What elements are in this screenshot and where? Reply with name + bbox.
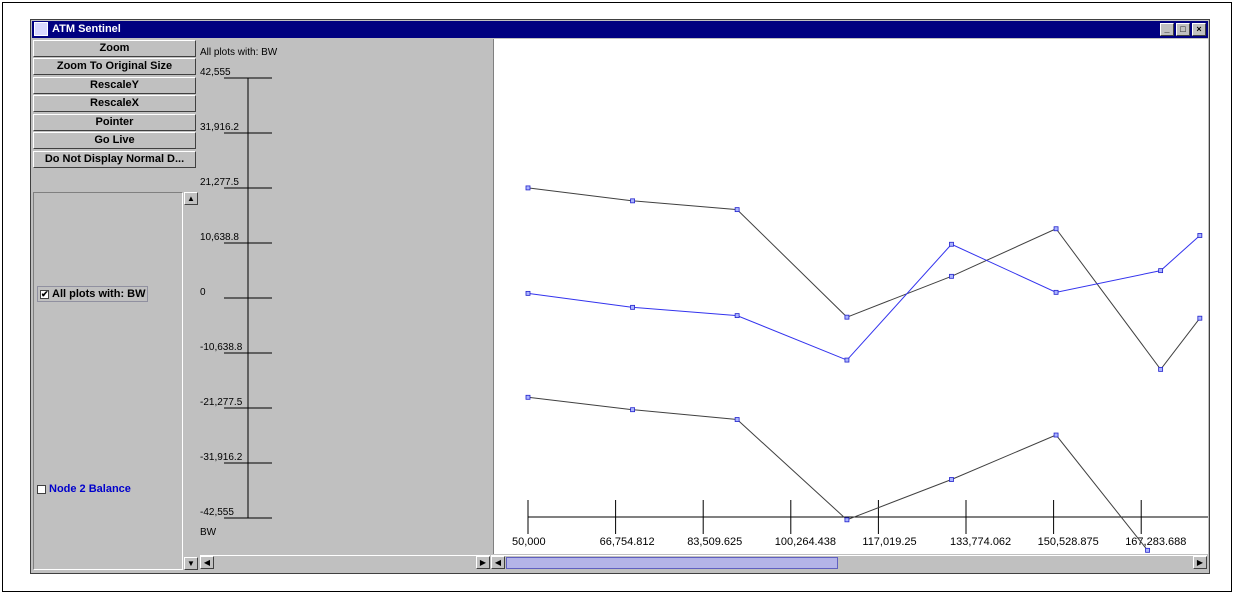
scroll-thumb[interactable]: [506, 557, 838, 569]
close-icon[interactable]: ×: [1192, 23, 1206, 36]
zoom-button[interactable]: Zoom: [33, 40, 196, 57]
data-point[interactable]: [1158, 268, 1164, 274]
left-panel: Zoom Zoom To Original Size RescaleY Resc…: [33, 40, 198, 570]
list-item-label: All plots with: BW: [52, 288, 146, 300]
list-vscrollbar[interactable]: ▲ ▼: [184, 192, 198, 570]
data-point[interactable]: [525, 185, 531, 191]
minimize-icon[interactable]: _: [1160, 23, 1174, 36]
data-point[interactable]: [1158, 366, 1164, 372]
zoom-original-button[interactable]: Zoom To Original Size: [33, 58, 196, 75]
data-point[interactable]: [844, 517, 850, 523]
scroll-down-icon[interactable]: ▼: [184, 557, 198, 570]
rescale-x-button[interactable]: RescaleX: [33, 95, 196, 112]
series-line-0: [527, 187, 1201, 371]
window-title: ATM Sentinel: [52, 23, 121, 35]
list-item-node2[interactable]: Node 2 Balance: [37, 483, 131, 495]
y-axis-title: All plots with: BW: [200, 47, 278, 58]
x-tick-label: 167,283.688: [1125, 536, 1186, 548]
axis-hscrollbar[interactable]: ◀ ▶: [200, 555, 490, 570]
checkbox-checked-icon[interactable]: ✔: [40, 288, 49, 299]
plot-svg: 50,000 66,754.812 83,509.625 100,264.438 117…: [512, 185, 1208, 553]
scroll-left-icon[interactable]: ◀: [200, 556, 214, 569]
data-point[interactable]: [630, 304, 635, 310]
list-item-all-plots[interactable]: ✔ All plots with: BW: [37, 286, 149, 302]
y-axis-unit: BW: [200, 527, 217, 538]
y-tick-label: -10,638.8: [200, 342, 243, 353]
x-tick-label: 50,000: [512, 536, 546, 548]
data-point[interactable]: [630, 198, 635, 204]
scroll-left-icon[interactable]: ◀: [491, 556, 505, 569]
y-axis-panel: All plots with: BW 42,555 31,916.2 21,277.…: [198, 40, 490, 554]
data-point[interactable]: [1197, 233, 1203, 238]
x-tick-label: 133,774.062: [950, 536, 1011, 548]
data-point[interactable]: [1053, 226, 1059, 232]
go-live-button[interactable]: Go Live: [33, 132, 196, 149]
y-tick-label: 0: [200, 287, 206, 298]
list-item-label: Node 2 Balance: [49, 483, 131, 495]
data-point[interactable]: [630, 407, 635, 413]
y-tick-label: -42,555: [200, 507, 234, 518]
data-point[interactable]: [525, 394, 531, 400]
x-tick-label: 100,264.438: [775, 536, 836, 548]
rescale-y-button[interactable]: RescaleY: [33, 77, 196, 94]
data-point[interactable]: [949, 273, 954, 279]
y-tick-label: 21,277.5: [200, 177, 239, 188]
plot-hscrollbar[interactable]: ◀ ▶: [491, 555, 1207, 570]
data-point[interactable]: [1053, 289, 1059, 295]
checkbox-icon[interactable]: [37, 484, 46, 494]
series-line-1: [527, 235, 1201, 361]
data-point[interactable]: [949, 241, 954, 247]
data-point[interactable]: [844, 357, 850, 363]
data-point[interactable]: [734, 417, 740, 422]
titlebar[interactable]: ATM Sentinel _ □ ×: [32, 21, 1208, 38]
data-point[interactable]: [1197, 315, 1203, 321]
app-icon: [34, 22, 48, 36]
scroll-right-icon[interactable]: ▶: [1193, 556, 1207, 569]
do-not-display-button[interactable]: Do Not Display Normal D...: [33, 151, 196, 168]
y-tick-label: 10,638.8: [200, 232, 239, 243]
plot-area[interactable]: 50,000 66,754.812 83,509.625 100,264.438 117…: [493, 39, 1208, 554]
x-tick-label: 117,019.25: [862, 536, 916, 548]
data-point[interactable]: [1145, 547, 1150, 553]
scroll-up-icon[interactable]: ▲: [184, 192, 198, 205]
pointer-button[interactable]: Pointer: [33, 114, 196, 131]
data-point[interactable]: [525, 290, 531, 296]
data-point[interactable]: [734, 207, 740, 213]
data-point[interactable]: [734, 313, 740, 319]
x-tick-label: 66,754.812: [600, 536, 655, 548]
x-tick-label: 150,528.875: [1038, 536, 1099, 548]
data-point[interactable]: [1053, 432, 1059, 438]
y-tick-label: 31,916.2: [200, 122, 239, 133]
y-tick-label: 42,555: [200, 67, 231, 78]
data-point[interactable]: [844, 314, 850, 320]
y-axis-svg: [224, 77, 272, 519]
data-point[interactable]: [949, 477, 954, 482]
app-window: ATM Sentinel _ □ × Zoom Zoom To Original…: [30, 19, 1210, 574]
maximize-icon[interactable]: □: [1176, 23, 1190, 36]
y-tick-label: -21,277.5: [200, 397, 243, 408]
plot-list: ✔ All plots with: BW Node 2 Balance: [33, 192, 183, 570]
x-tick-label: 83,509.625: [687, 536, 742, 548]
y-tick-label: -31,916.2: [200, 452, 243, 463]
scroll-right-icon[interactable]: ▶: [476, 556, 490, 569]
series-line-2: [527, 396, 1148, 551]
